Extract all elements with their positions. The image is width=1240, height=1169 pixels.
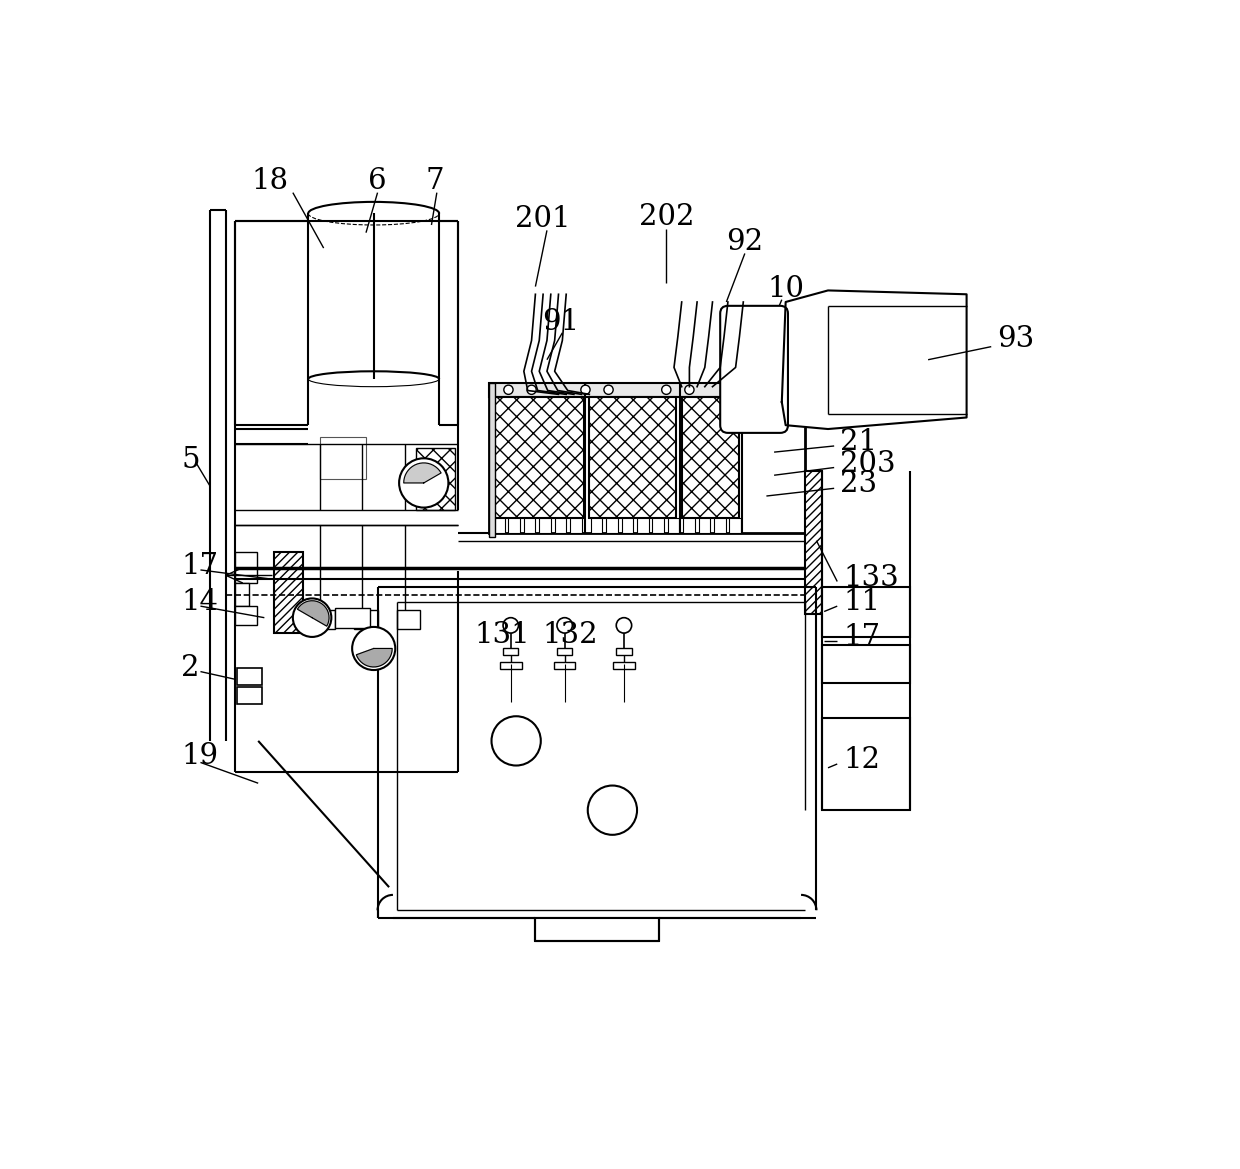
Circle shape [588,786,637,835]
Bar [274,552,303,634]
Bar [539,518,551,533]
Circle shape [527,385,536,394]
FancyBboxPatch shape [720,306,787,433]
Bar [490,382,805,533]
Bar [606,518,618,533]
Text: 7: 7 [427,167,445,195]
Bar [613,663,635,669]
Bar [397,610,420,629]
Text: 133: 133 [843,563,899,592]
Bar [554,518,567,533]
Bar [668,518,680,533]
Bar [637,518,649,533]
Text: 2: 2 [181,653,200,682]
Bar [490,382,495,537]
Text: 10: 10 [768,275,805,303]
Text: 131: 131 [475,622,531,650]
Bar [236,583,249,607]
Bar [590,518,603,533]
Text: 11: 11 [843,588,880,616]
Polygon shape [404,463,441,483]
Text: 21: 21 [839,428,877,456]
Bar [503,649,518,655]
Bar [536,918,658,941]
Bar [237,687,262,704]
Polygon shape [356,649,392,667]
Circle shape [352,627,396,670]
Bar [589,396,676,518]
Text: 17: 17 [843,623,880,651]
Circle shape [557,617,573,634]
Circle shape [616,617,631,634]
Bar [494,396,584,518]
Bar [554,663,575,669]
Circle shape [580,385,590,394]
Bar [523,518,536,533]
Circle shape [293,599,331,637]
Bar [237,667,262,685]
Bar [494,518,505,533]
Circle shape [604,385,613,394]
Text: 5: 5 [181,445,200,473]
Text: 23: 23 [839,470,877,498]
Circle shape [399,458,449,507]
Text: 93: 93 [997,325,1034,353]
Bar [805,471,822,614]
Bar [621,518,634,533]
Circle shape [491,717,541,766]
Bar [312,610,335,629]
Text: 6: 6 [368,167,387,195]
Bar [500,663,522,669]
Bar [570,518,582,533]
Polygon shape [298,601,329,627]
Text: 132: 132 [542,622,598,650]
Bar [698,518,711,533]
Text: 17: 17 [181,552,218,580]
Bar [490,382,805,396]
Circle shape [730,385,740,394]
Bar [683,518,694,533]
Bar [355,610,377,629]
Text: 203: 203 [839,450,895,478]
Circle shape [662,385,671,394]
Bar [557,649,573,655]
Bar [417,448,455,510]
Bar [682,396,739,518]
Circle shape [503,617,518,634]
Text: 14: 14 [181,588,218,616]
Bar [822,587,910,637]
Text: 201: 201 [516,205,570,233]
Bar [616,649,631,655]
Circle shape [503,385,513,394]
Bar [822,644,910,683]
Circle shape [684,385,694,394]
Text: 92: 92 [727,228,764,256]
Bar [236,552,257,583]
Text: 18: 18 [252,167,289,195]
Bar [236,607,257,625]
Polygon shape [781,290,967,429]
Text: 19: 19 [181,742,218,770]
Text: 91: 91 [542,307,579,336]
Bar [320,437,366,479]
Bar [729,518,742,533]
Bar [822,718,910,810]
Text: 202: 202 [639,203,694,231]
Bar [508,518,520,533]
Bar [714,518,725,533]
Text: 12: 12 [843,746,880,774]
Bar [335,608,370,628]
Bar [652,518,663,533]
